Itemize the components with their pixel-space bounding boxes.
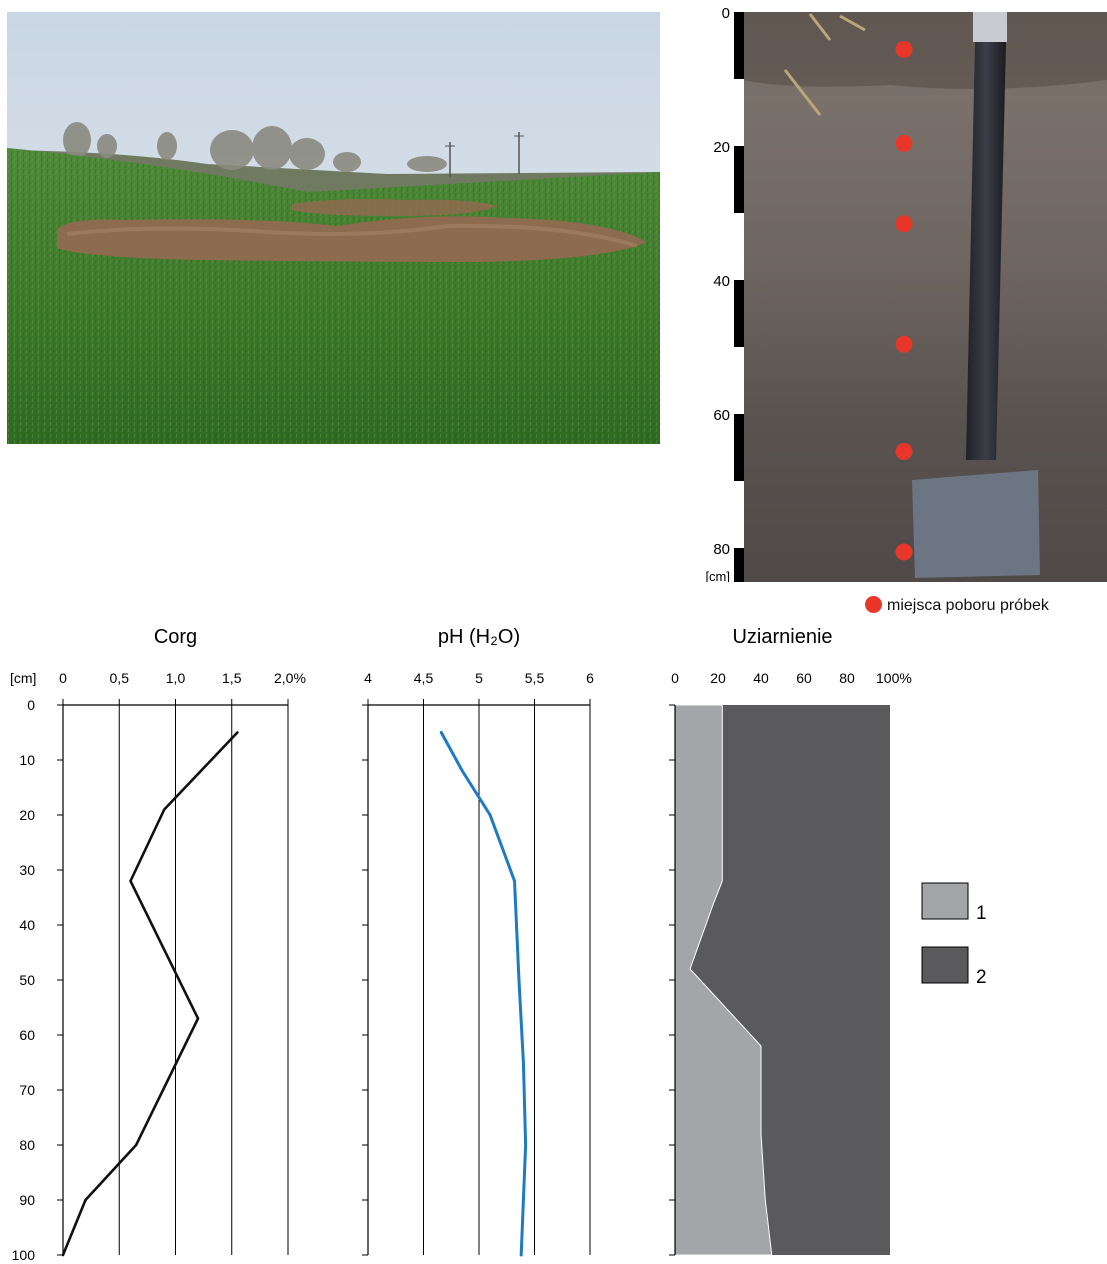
x-tick-label: 2,0% [274, 670, 306, 686]
depth-tick-label: 30 [19, 862, 35, 878]
sample-legend-label: miejsca poboru próbek [887, 597, 1049, 614]
depth-tick-label: 100 [12, 1247, 36, 1263]
x-tick-label: 60 [796, 670, 812, 686]
series-line [439, 731, 528, 1257]
sample-point-marker [895, 134, 913, 152]
chart-panel-3: Uziarnienie 0 20 40 60 80 100% [669, 626, 912, 1256]
soil-profile-photo: 0 20 40 60 80 [cm] [705, 5, 1107, 582]
scale-segment [734, 12, 744, 79]
sample-point-marker [895, 335, 913, 353]
legend-swatch-2 [921, 946, 969, 984]
sample-point-marker [895, 41, 913, 58]
sample-marker-icon [865, 596, 882, 613]
depth-tick-label: 80 [19, 1137, 35, 1153]
scale-tick-label: 60 [713, 407, 730, 424]
chart-title: Uziarnienie [732, 626, 832, 648]
depth-tick-label: 70 [19, 1082, 35, 1098]
chart-title: Corg [154, 626, 197, 648]
depth-unit-label: [cm] [10, 670, 36, 686]
x-tick-label: 100% [876, 670, 912, 686]
chart-title: pH (H₂O) [438, 626, 520, 648]
x-tick-label: 20 [710, 670, 726, 686]
legend-swatch-1 [921, 882, 969, 920]
x-tick-label: 40 [753, 670, 769, 686]
legend-label-2: 2 [976, 967, 987, 988]
chart-panel-1: Corg 0 0,5 1,0 1,5 2,0% [57, 626, 306, 1257]
depth-tick-label: 50 [19, 972, 35, 988]
area-series-1 [674, 704, 773, 1256]
x-tick-label: 4,5 [414, 670, 434, 686]
depth-tick-label: 10 [19, 752, 35, 768]
area-series-2 [690, 705, 890, 1255]
scale-tick-label: 80 [713, 541, 730, 558]
series-line [61, 731, 239, 1257]
depth-tick-label: 0 [27, 697, 35, 713]
scale-tick-label: 40 [713, 273, 730, 290]
x-tick-label: 5,5 [525, 670, 545, 686]
x-tick-label: 4 [364, 670, 372, 686]
scale-segment [734, 146, 744, 213]
depth-tick-label: 40 [19, 917, 35, 933]
x-tick-label: 0 [671, 670, 679, 686]
scale-unit-label: [cm] [705, 569, 730, 582]
x-tick-label: 6 [586, 670, 594, 686]
depth-tick-label: 60 [19, 1027, 35, 1043]
landscape-photo [7, 12, 660, 444]
sample-point-marker [895, 443, 913, 460]
scale-tick-label: 20 [713, 139, 730, 156]
scale-segment [734, 280, 744, 347]
depth-scale-bar [734, 12, 744, 582]
sample-point-marker [895, 215, 913, 233]
depth-tick-label: 20 [19, 807, 35, 823]
depth-tick-label: 90 [19, 1192, 35, 1208]
x-tick-label: 80 [839, 670, 855, 686]
sample-legend: miejsca poboru próbek [865, 596, 1049, 615]
chart-panel-2: pH (H₂O) 4 4,5 5 5,5 6 [362, 626, 594, 1257]
x-tick-label: 1,0 [166, 670, 186, 686]
x-tick-label: 5 [475, 670, 483, 686]
scale-segment [734, 548, 744, 582]
legend-label-1: 1 [976, 903, 987, 924]
x-tick-label: 0 [59, 670, 67, 686]
scale-tick-label: 0 [722, 5, 730, 22]
x-tick-label: 1,5 [222, 670, 242, 686]
sample-point-marker [895, 543, 913, 561]
x-tick-label: 0,5 [110, 670, 130, 686]
scale-segment [734, 414, 744, 481]
